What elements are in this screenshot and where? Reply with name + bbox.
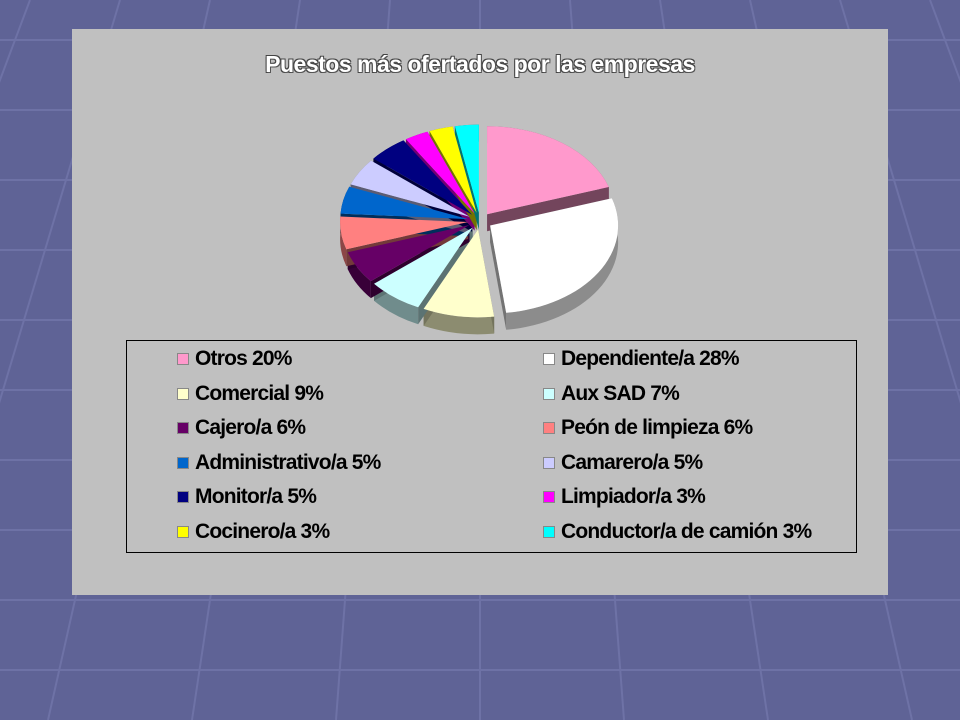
pie-slice bbox=[340, 216, 469, 250]
legend-item: Aux SAD 7% bbox=[543, 381, 680, 406]
pie-slice bbox=[405, 131, 475, 214]
legend-label: Otros 20% bbox=[195, 347, 292, 370]
legend-label: Peón de limpieza 6% bbox=[561, 416, 753, 439]
pie-slice bbox=[454, 124, 479, 213]
legend-swatch bbox=[543, 456, 555, 469]
pie-slice bbox=[347, 225, 470, 282]
legend-swatch bbox=[177, 525, 189, 538]
pie-slice-side bbox=[423, 308, 495, 335]
legend-swatch bbox=[177, 456, 189, 469]
chart-legend: Otros 20% Dependiente/a 28% Comercial 9% Au… bbox=[126, 340, 857, 553]
legend-label: Limpiador/a 3% bbox=[561, 485, 706, 508]
pie-slice-side bbox=[340, 216, 347, 267]
legend-label: Camarero/a 5% bbox=[561, 450, 703, 474]
pie-slice bbox=[487, 126, 609, 215]
legend-item: Administrativo/a 5% bbox=[177, 451, 381, 475]
legend-item: Otros 20% bbox=[177, 347, 292, 371]
pie-slice-side bbox=[506, 198, 619, 330]
pie-slice bbox=[340, 186, 469, 220]
legend-item: Limpiador/a 3% bbox=[543, 485, 706, 509]
legend-item: Peón de limpieza 6% bbox=[543, 416, 753, 440]
legend-swatch bbox=[543, 525, 555, 538]
legend-item: Cajero/a 6% bbox=[177, 416, 306, 440]
legend-label: Dependiente/a 28% bbox=[561, 347, 740, 370]
pie-slice bbox=[350, 160, 470, 217]
legend-label: Administrativo/a 5% bbox=[195, 450, 381, 474]
legend-item: Cocinero/a 3% bbox=[177, 519, 330, 544]
legend-item: Comercial 9% bbox=[177, 381, 324, 406]
legend-label: Cajero/a 6% bbox=[195, 416, 306, 439]
pie-slice bbox=[490, 198, 619, 313]
legend-swatch bbox=[543, 422, 555, 434]
legend-item: Camarero/a 5% bbox=[543, 450, 703, 475]
legend-swatch bbox=[177, 422, 189, 434]
legend-swatch bbox=[177, 387, 189, 400]
legend-swatch bbox=[177, 353, 189, 365]
legend-swatch bbox=[543, 491, 555, 503]
pie-slice bbox=[423, 229, 495, 318]
pie-chart bbox=[340, 124, 619, 335]
pie-slice bbox=[374, 227, 473, 308]
legend-item: Dependiente/a 28% bbox=[543, 347, 740, 371]
pie-slice-wall bbox=[490, 225, 507, 330]
chart-title: Puestos más ofertados por las empresas bbox=[265, 51, 695, 77]
pie-slice bbox=[429, 126, 477, 213]
legend-item: Conductor/a de camión 3% bbox=[543, 519, 812, 544]
legend-swatch bbox=[177, 491, 189, 503]
legend-swatch bbox=[543, 353, 555, 365]
legend-label: Conductor/a de camión 3% bbox=[561, 519, 812, 543]
legend-label: Comercial 9% bbox=[195, 381, 324, 405]
chart-panel: Puestos más ofertados por las empresas O… bbox=[72, 29, 888, 595]
legend-label: Monitor/a 5% bbox=[195, 485, 317, 508]
legend-swatch bbox=[543, 387, 555, 400]
legend-label: Aux SAD 7% bbox=[561, 381, 680, 405]
pie-slice bbox=[373, 140, 473, 215]
legend-item: Monitor/a 5% bbox=[177, 485, 317, 509]
legend-label: Cocinero/a 3% bbox=[195, 519, 330, 543]
